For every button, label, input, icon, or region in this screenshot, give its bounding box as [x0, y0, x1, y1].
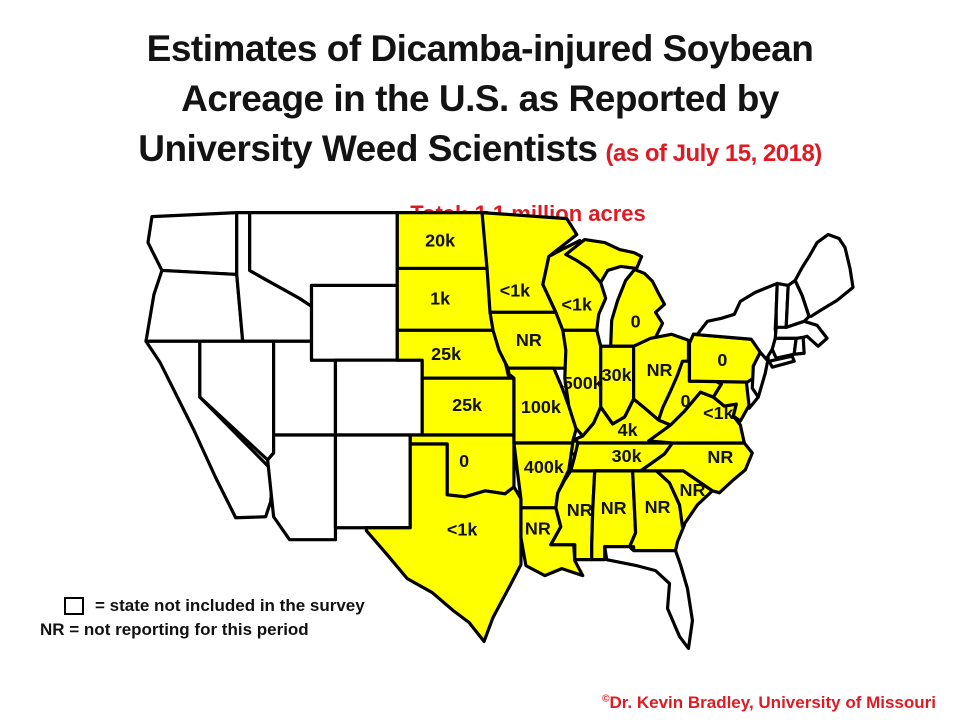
- title-line-1: Estimates of Dicamba-injured Soybean: [146, 28, 814, 69]
- state-value-mi: 0: [631, 311, 641, 331]
- state-nm: [333, 433, 412, 530]
- credit-text: Dr. Kevin Bradley, University of Missour…: [609, 693, 936, 712]
- state-value-mo: 100k: [521, 397, 561, 417]
- legend-not-included-text: = state not included in the survey: [95, 596, 365, 615]
- state-value-ne: 25k: [431, 344, 461, 364]
- state-value-ok: 0: [459, 451, 469, 471]
- state-value-ia: NR: [516, 330, 542, 350]
- state-value-ar: 400k: [524, 457, 564, 477]
- state-value-ms: NR: [567, 500, 593, 520]
- state-value-pa: 0: [717, 350, 727, 370]
- state-value-va: <1k: [703, 403, 733, 423]
- credit: ©Dr. Kevin Bradley, University of Missou…: [602, 693, 936, 713]
- us-map-svg: 20k 1k 25k 25k 0 <1k <1k NR 100k 400k NR <1k 500k NR 0…: [144, 211, 855, 651]
- title-date-note: (as of July 15, 2018): [605, 140, 823, 167]
- state-az: [266, 433, 338, 542]
- state-value-tn: 30k: [612, 446, 642, 466]
- copyright-symbol: ©: [602, 693, 610, 705]
- state-nc: [639, 441, 754, 495]
- state-co: [333, 358, 424, 437]
- legend-nr-text: NR = not reporting for this period: [40, 620, 309, 639]
- state-value-wv: 0: [680, 391, 690, 411]
- state-value-ky: 4k: [618, 420, 638, 440]
- state-wa: [146, 211, 239, 277]
- state-value-mn: <1k: [500, 280, 530, 300]
- state-value-ks: 25k: [452, 395, 482, 415]
- state-value-oh: NR: [647, 360, 673, 380]
- state-or: [144, 268, 245, 343]
- title-line-2: Acreage in the U.S. as Reported by: [181, 78, 779, 119]
- state-fl: [603, 545, 695, 651]
- state-value-nc: NR: [707, 447, 733, 467]
- state-value-la: NR: [525, 519, 551, 539]
- state-value-sc: NR: [679, 480, 705, 500]
- state-mi: [564, 237, 644, 285]
- legend-row-not-included: = state not included in the survey: [64, 596, 365, 616]
- state-wy: [309, 283, 399, 362]
- state-value-in: 30k: [602, 365, 632, 385]
- state-value-tx: <1k: [447, 520, 477, 540]
- title-line-3: University Weed Scientists (as of July 15…: [138, 128, 823, 169]
- not-included-swatch: [64, 597, 84, 615]
- state-tx: [364, 442, 523, 644]
- page-title: Estimates of Dicamba-injured Soybean Acr…: [0, 24, 960, 179]
- us-map: 20k 1k 25k 25k 0 <1k <1k NR 100k 400k NR <1k 500k NR 0…: [138, 210, 856, 660]
- state-value-nd: 20k: [425, 231, 455, 251]
- state-value-wi: <1k: [562, 294, 592, 314]
- state-value-al: NR: [601, 498, 627, 518]
- state-ct: [770, 336, 798, 360]
- state-value-sd: 1k: [430, 288, 450, 308]
- state-value-il: 500k: [563, 373, 603, 393]
- state-value-ga: NR: [645, 497, 671, 517]
- state-me: [793, 232, 855, 318]
- map-legend: = state not included in the survey NR = …: [40, 596, 365, 640]
- state-mi: [609, 267, 667, 348]
